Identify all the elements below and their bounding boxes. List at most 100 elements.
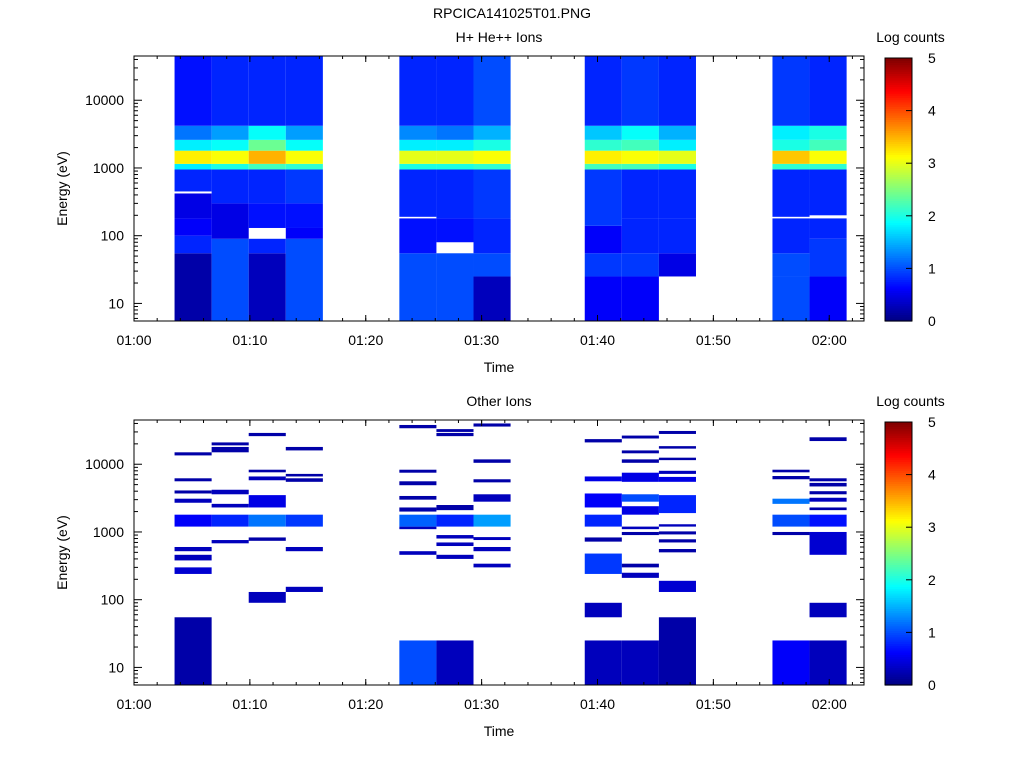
colorbar-step [885,110,912,114]
heatmap-cell [772,531,810,536]
heatmap-cell [621,459,659,463]
colorbar-step [885,518,912,522]
heatmap-cell [399,169,437,217]
heatmap-cell [473,139,511,151]
colorbar-step [885,270,912,274]
heatmap-cell [658,125,696,140]
colorbar-step [885,75,912,79]
heatmap-cell [399,253,437,321]
colorbar-step [885,266,912,269]
colorbar-step [885,660,912,664]
heatmap-cell [621,125,659,140]
heatmap-cell [399,150,437,164]
colorbar-step [885,441,912,445]
heatmap-cell [473,514,511,527]
colorbar-step [885,279,912,283]
heatmap-cell [772,276,810,321]
x-tick-label: 01:30 [464,696,499,712]
heatmap-cell [658,150,696,164]
colorbar-step [885,189,912,193]
heatmap-cell [174,567,212,574]
heatmap-cell [809,218,847,239]
heatmap-cell [436,169,474,219]
colorbar-step [885,139,912,142]
colorbar-step [885,483,912,487]
colorbar-step [885,579,912,583]
heatmap-cell [211,169,249,204]
colorbar-step [885,128,912,131]
x-tick-label: 01:50 [696,696,731,712]
colorbar-step [885,680,912,684]
colorbar-step [885,606,912,609]
colorbar-tick-label: 4 [928,103,936,119]
colorbar-step [885,261,912,265]
heatmap-cell [621,218,659,254]
colorbar-step [885,86,912,90]
heatmap-cell [809,602,847,618]
heatmap-cell [285,478,323,482]
heatmap-cell [473,56,511,126]
heatmap-cell [621,253,659,277]
heatmap-cell [584,225,622,254]
heatmap-cell [658,549,696,553]
y-tick-label: 100 [101,592,125,608]
colorbar-tick-label: 1 [928,260,936,276]
heatmap-cell [658,139,696,151]
heatmap-cell [658,524,696,527]
colorbar-step [885,167,912,171]
colorbar-tick-label: 0 [928,313,936,329]
colorbar-step [885,112,912,116]
heatmap-cell [211,163,249,170]
heatmap-cell [211,125,249,140]
colorbar-label: Log counts [876,29,945,45]
heatmap-cell [399,495,437,500]
heatmap-cell [174,56,212,126]
heatmap-cell [211,503,249,508]
heatmap-cell [584,253,622,277]
heatmap-cell [658,617,696,685]
heatmap-cell [285,446,323,451]
colorbar-step [885,573,912,577]
heatmap-cell [658,580,696,592]
colorbar-step [885,586,912,590]
heatmap-cell [621,494,659,502]
colorbar-step [885,525,912,528]
heatmap-cell [285,150,323,164]
colorbar-step [885,667,912,671]
heatmap-cell [584,439,622,443]
heatmap-cell [399,125,437,140]
colorbar-step [885,84,912,88]
y-tick-label: 1000 [93,524,124,540]
x-tick-label: 01:00 [116,332,151,348]
colorbar-step [885,235,912,239]
colorbar-step [885,66,912,70]
colorbar-step [885,503,912,506]
colorbar-step [885,316,912,320]
heatmap-cell [174,163,212,170]
y-tick-label: 10000 [85,92,124,108]
heatmap-cell [473,537,511,541]
heatmap-cell [174,218,212,236]
colorbar-step [885,62,912,66]
colorbar-step [885,608,912,612]
colorbar-step [885,628,912,631]
colorbar-step [885,224,912,228]
colorbar-step [885,106,912,110]
colorbar-step [885,446,912,449]
colorbar-step [885,643,912,647]
heatmap-cell [772,218,810,254]
x-tick-label: 01:20 [348,696,383,712]
colorbar-step [885,581,912,585]
colorbar-step [885,301,912,305]
heatmap-cell [809,491,847,495]
y-tick-label: 1000 [93,160,124,176]
colorbar-step [885,553,912,557]
colorbar-step [885,244,912,248]
colorbar-step [885,239,912,243]
heatmap-cell [399,481,437,486]
colorbar-step [885,647,912,651]
heatmap-cell [399,163,437,170]
heatmap-cell [473,163,511,170]
heatmap-cell [658,163,696,170]
heatmap-cell [772,169,810,217]
